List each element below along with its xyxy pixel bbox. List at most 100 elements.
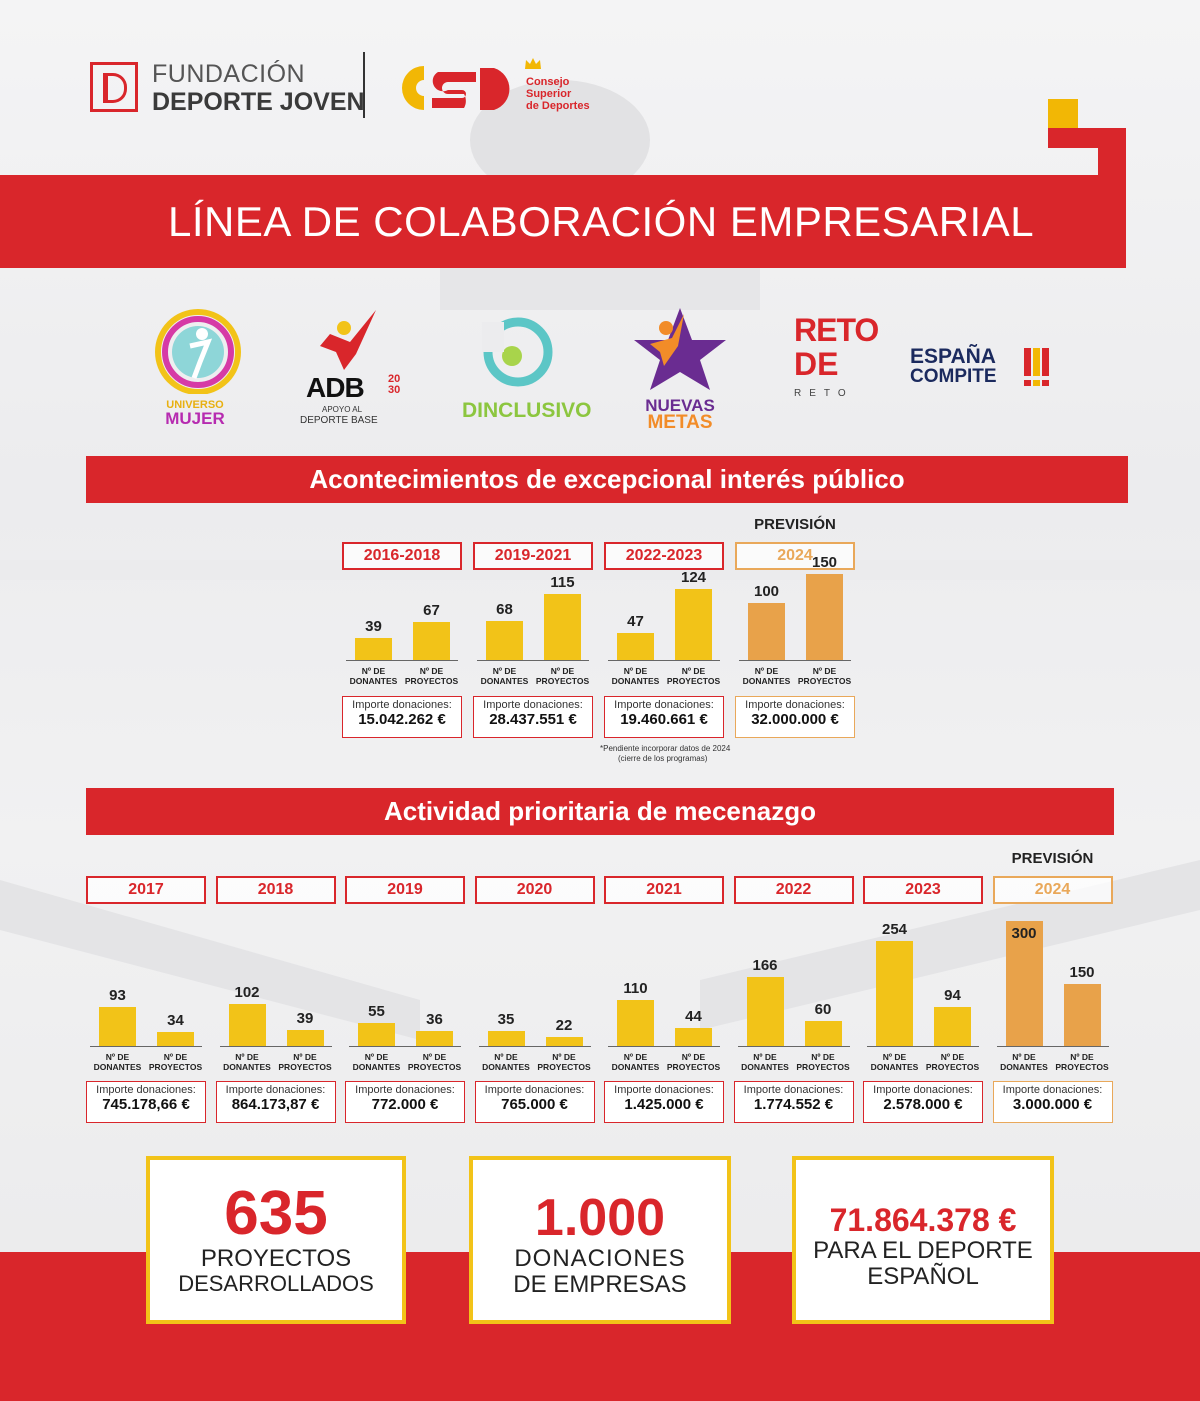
cat-label-line2: PROYECTOS: [796, 1062, 850, 1072]
cat-label-line2: DONANTES: [482, 1062, 530, 1072]
importe-value: 15.042.262 €: [358, 711, 446, 728]
bar-proyectos: [675, 589, 712, 660]
stat-proyectos-line2: DESARROLLADOS: [178, 1271, 374, 1296]
importe-value: 2.578.000 €: [883, 1096, 963, 1113]
dinclusivo-icon: [482, 317, 553, 387]
cat-label-line1: Nº DE: [754, 666, 779, 676]
fdj-logo-icon: [90, 62, 138, 112]
importe-label: Importe donaciones:: [355, 1084, 455, 1096]
chart-baseline: [996, 1046, 1109, 1047]
bar-value: 93: [109, 987, 126, 1004]
bar-donantes: [748, 603, 785, 660]
page-title: LÍNEA DE COLABORACIÓN EMPRESARIAL: [168, 198, 1035, 245]
csd-line1: Consejo: [526, 76, 570, 88]
footnote: *Pendiente incorporar datos de 2024 (cie…: [600, 744, 730, 764]
donantes-label: Nº DE DONANTES: [88, 1052, 148, 1072]
universo-mujer-line2: MUJER: [165, 409, 225, 428]
importe-label: Importe donaciones:: [1002, 1084, 1103, 1096]
cat-label-line1: Nº DE: [293, 1052, 317, 1062]
cat-label-line2: PROYECTOS: [407, 1062, 462, 1072]
bar-donantes: [617, 633, 654, 660]
cat-label-line2: DONANTES: [870, 1062, 919, 1072]
chart-baseline: [867, 1046, 979, 1047]
cat-label-line2: DONANTES: [352, 1062, 401, 1072]
bar-value: 68: [496, 601, 513, 618]
importe-value: 765.000 €: [501, 1096, 568, 1113]
bar-donantes: [487, 1031, 525, 1046]
chart-baseline: [737, 1046, 850, 1047]
importe-value: 1.774.552 €: [753, 1096, 834, 1113]
footnote-line2: (cierre de los programas): [618, 754, 708, 763]
prevision-label: PREVISIÓN: [1011, 850, 1094, 867]
bar-value: 166: [752, 957, 778, 974]
bar-value: 124: [680, 569, 707, 586]
donantes-label: Nº DE DONANTES: [217, 1052, 277, 1072]
importe-label: Importe donaciones:: [483, 699, 583, 711]
chart-baseline: [346, 660, 458, 661]
donantes-label: Nº DE DONANTES: [475, 666, 535, 686]
stat-proyectos-line1: PROYECTOS: [200, 1245, 352, 1272]
cat-label-line1: Nº DE: [623, 666, 648, 676]
bar-value: 102: [234, 984, 260, 1001]
reto-de-reto-logo: RETO DE RETO: [794, 314, 879, 426]
importe-box: Importe donaciones: 15.042.262 €: [342, 696, 462, 738]
stat-donaciones: 1.000 DONACIONES DE EMPRESAS: [469, 1156, 731, 1324]
bar-value: 55: [368, 1003, 385, 1020]
cat-label-line2: PROYECTOS: [666, 676, 721, 686]
adb-year: 20 30: [388, 373, 401, 396]
donantes-label: Nº DE DONANTES: [606, 666, 666, 686]
importe-box: Importe donaciones: 765.000 €: [474, 1081, 595, 1123]
stat-donaciones-line2: DE EMPRESAS: [513, 1271, 687, 1298]
importe-label: Importe donaciones:: [96, 1084, 196, 1096]
cat-label-line1: Nº DE: [235, 1052, 259, 1062]
bar-value: 39: [365, 618, 382, 635]
bar-proyectos: [544, 594, 581, 660]
stat-importe-value: 71.864.378 €: [829, 1202, 1017, 1238]
crown-icon: [525, 58, 541, 69]
bar-value: 22: [555, 1017, 573, 1034]
espana-compite-line1: ESPAÑA: [910, 345, 996, 368]
reto-line2: DE: [794, 346, 839, 382]
bar-donantes: [617, 1000, 654, 1046]
exclamation-icon: [1024, 348, 1049, 386]
period-label: 2022-2023: [604, 542, 724, 570]
importe-label: Importe donaciones:: [743, 1084, 844, 1096]
donantes-label: Nº DE DONANTES: [344, 666, 404, 686]
chart-baseline: [608, 1046, 720, 1047]
cat-label-line1: Nº DE: [361, 666, 386, 676]
importe-box: Importe donaciones: 772.000 €: [345, 1081, 465, 1123]
importe-value: 28.437.551 €: [489, 711, 577, 728]
stat-donaciones-value: 1.000: [534, 1189, 666, 1247]
cat-label-line1: Nº DE: [811, 1052, 835, 1062]
bar-donantes: [876, 941, 913, 1046]
importe-value: 1.425.000 €: [624, 1096, 704, 1113]
espana-compite-line2: COMPITE: [910, 366, 997, 387]
bar-value: 35: [497, 1011, 515, 1028]
cat-label-line1: Nº DE: [364, 1052, 389, 1062]
importe-label: Importe donaciones:: [873, 1084, 973, 1096]
bar-donantes: [1005, 921, 1043, 1046]
nuevas-metas-line2: METAS: [647, 412, 713, 433]
cat-label-line2: PROYECTOS: [148, 1062, 203, 1072]
csd-line3: de Deportes: [526, 100, 590, 112]
stat-importe-line1: PARA EL DEPORTE: [813, 1237, 1033, 1264]
importe-box: Importe donaciones: 1.425.000 €: [604, 1081, 724, 1123]
adb-logo: ADB 20 30 APOYO AL DEPORTE BASE: [300, 306, 410, 430]
donantes-label: Nº DE DONANTES: [606, 1052, 666, 1072]
proyectos-label: Nº DE PROYECTOS: [275, 1052, 335, 1072]
period-label: 2016-2018: [342, 542, 462, 570]
csd-line2: Superior: [526, 88, 572, 100]
cat-label-line1: Nº DE: [1012, 1052, 1036, 1062]
cat-label-line1: Nº DE: [105, 1052, 130, 1062]
importe-label: Importe donaciones:: [352, 699, 452, 711]
donantes-label: Nº DE DONANTES: [735, 1052, 795, 1072]
chart-baseline: [739, 660, 851, 661]
cat-label-line2: PROYECTOS: [666, 1062, 721, 1072]
universo-mujer-logo: UNIVERSO MUJER: [150, 306, 250, 430]
cat-label-line2: DONANTES: [93, 1062, 142, 1072]
chart-baseline: [90, 1046, 202, 1047]
donantes-label: Nº DE DONANTES: [476, 1052, 536, 1072]
nuevas-metas-star-icon: [634, 308, 726, 390]
header-divider: [363, 52, 365, 118]
period-label: 2022: [733, 876, 854, 904]
